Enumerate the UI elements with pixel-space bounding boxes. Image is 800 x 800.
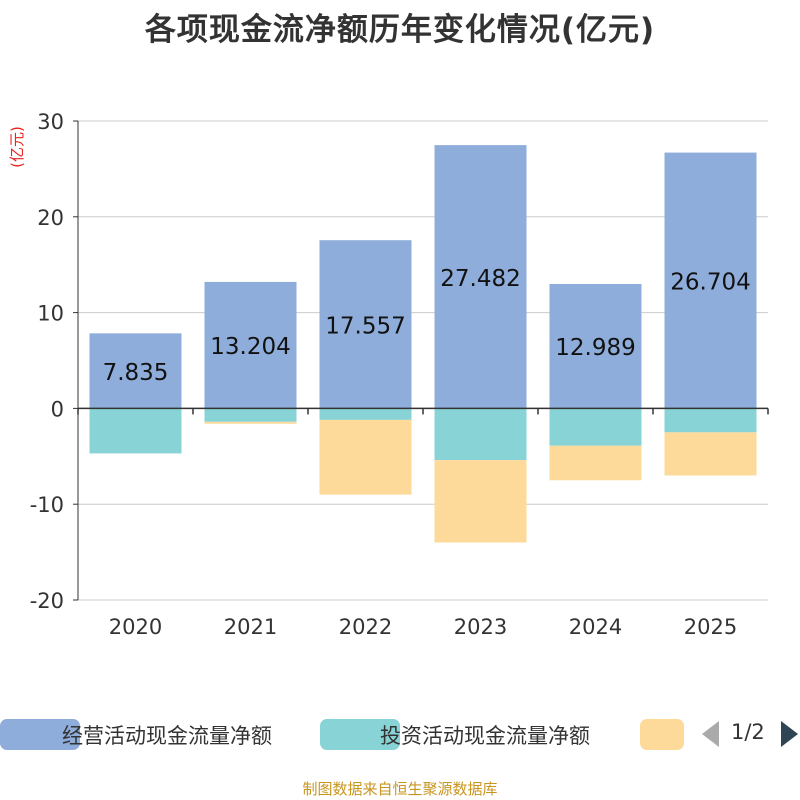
bars (89, 145, 757, 543)
data-label-2023: 27.482 (440, 266, 520, 292)
x-tick-label: 2020 (109, 615, 162, 639)
legend: 经营活动现金流量净额 投资活动现金流量净额 (0, 714, 800, 758)
y-tick-label: 30 (37, 110, 64, 134)
data-label-2025: 26.704 (670, 269, 750, 295)
bar-series2-2024 (549, 445, 642, 481)
legend-prev-page-icon[interactable] (702, 721, 719, 747)
legend-item-operating[interactable]: 经营活动现金流量净额 (0, 714, 310, 758)
data-label-2021: 13.204 (210, 334, 290, 360)
bar-series0-2023 (434, 145, 527, 409)
legend-page-indicator: 1/2 (731, 720, 765, 744)
data-labels: 7.835 13.204 17.557 27.482 12.989 26.704 (103, 266, 751, 386)
bar-series2-2025 (664, 432, 757, 476)
x-tick-label: 2022 (339, 615, 392, 639)
legend-swatch-operating (0, 719, 80, 750)
chart-canvas: (亿元) -20 -10 0 10 20 30 2020 2021 2022 2023 2024 20… (8, 110, 769, 639)
bar-series1-2025 (664, 408, 757, 433)
bar-series2-2023 (434, 460, 527, 543)
y-tick-label: 10 (37, 302, 64, 326)
bar-series1-2021 (204, 408, 297, 422)
legend-label-operating: 经营活动现金流量净额 (62, 724, 272, 748)
data-label-2024: 12.989 (555, 335, 635, 361)
bar-series0-2024 (549, 283, 642, 409)
bar-series0-2020 (89, 333, 182, 409)
axes: -20 -10 0 10 20 30 2020 2021 2022 2023 2024 2025 (30, 110, 769, 639)
x-tick-label: 2024 (569, 615, 622, 639)
bar-series1-2024 (549, 408, 642, 446)
legend-item-investing[interactable]: 投资活动现金流量净额 (318, 714, 628, 758)
data-label-2020: 7.835 (103, 360, 169, 386)
y-tick-label: 20 (37, 206, 64, 230)
y-tick-label: -10 (30, 493, 64, 517)
y-axis-unit-label: (亿元) (8, 126, 26, 168)
y-tick-label: -20 (30, 589, 64, 613)
bar-series0-2021 (204, 281, 297, 409)
bar-series0-2025 (664, 152, 757, 409)
bar-series1-2022 (319, 408, 412, 420)
data-source-note: 制图数据来自恒生聚源数据库 (302, 780, 498, 798)
chart-title: 各项现金流净额历年变化情况(亿元) (144, 12, 656, 48)
bar-series2-2022 (319, 419, 412, 495)
bar-series0-2022 (319, 240, 412, 409)
legend-label-investing: 投资活动现金流量净额 (380, 724, 590, 748)
x-tick-label: 2023 (454, 615, 507, 639)
x-tick-label: 2025 (684, 615, 737, 639)
bar-series1-2020 (89, 408, 182, 454)
bar-series2-2021 (204, 421, 297, 424)
bar-series1-2023 (434, 408, 527, 461)
legend-swatch-financing (640, 719, 684, 750)
data-label-2022: 17.557 (325, 313, 405, 339)
legend-next-page-icon[interactable] (781, 721, 798, 747)
x-tick-label: 2021 (224, 615, 277, 639)
legend-pager: 1/2 (700, 716, 800, 756)
y-tick-label: 0 (51, 397, 64, 421)
legend-swatch-investing (320, 719, 400, 750)
legend-item-financing[interactable] (638, 714, 688, 758)
